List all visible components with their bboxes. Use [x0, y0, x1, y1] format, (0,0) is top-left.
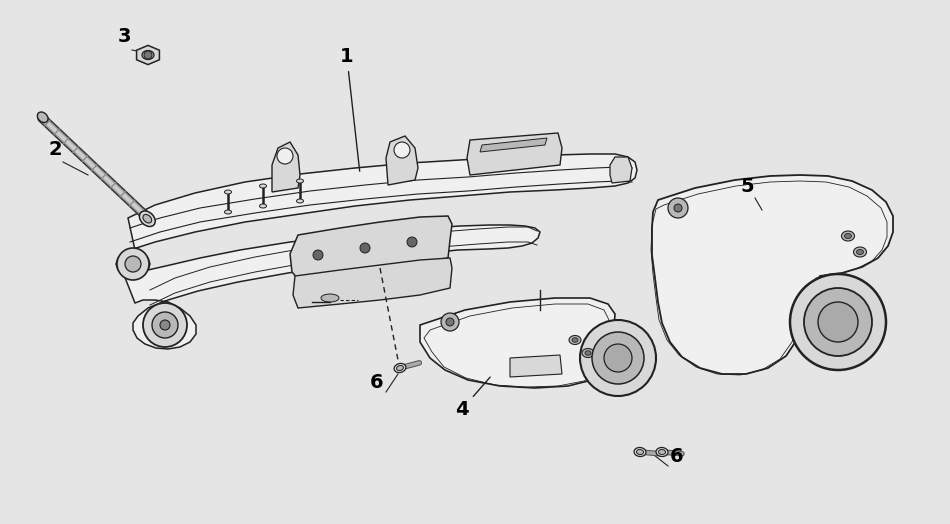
- Ellipse shape: [259, 204, 267, 208]
- Circle shape: [441, 313, 459, 331]
- Circle shape: [818, 302, 858, 342]
- Circle shape: [125, 256, 141, 272]
- Ellipse shape: [296, 199, 303, 203]
- Circle shape: [407, 237, 417, 247]
- Circle shape: [804, 288, 872, 356]
- Ellipse shape: [582, 348, 594, 357]
- Ellipse shape: [845, 234, 851, 238]
- Ellipse shape: [140, 211, 155, 226]
- Ellipse shape: [656, 447, 668, 456]
- Polygon shape: [510, 355, 562, 377]
- Circle shape: [580, 320, 656, 396]
- Ellipse shape: [636, 450, 643, 454]
- Ellipse shape: [585, 351, 591, 355]
- Circle shape: [360, 243, 370, 253]
- Ellipse shape: [224, 190, 232, 194]
- Circle shape: [117, 248, 149, 280]
- Circle shape: [446, 318, 454, 326]
- Polygon shape: [137, 46, 160, 64]
- Polygon shape: [610, 157, 632, 183]
- Circle shape: [152, 312, 178, 338]
- Circle shape: [790, 274, 886, 370]
- Polygon shape: [480, 138, 547, 152]
- Circle shape: [592, 332, 644, 384]
- Text: 1: 1: [340, 47, 360, 171]
- Text: 2: 2: [48, 140, 62, 159]
- Ellipse shape: [857, 249, 864, 255]
- Ellipse shape: [37, 112, 48, 123]
- Circle shape: [674, 204, 682, 212]
- Polygon shape: [386, 136, 418, 185]
- Ellipse shape: [396, 365, 404, 370]
- Ellipse shape: [394, 363, 406, 373]
- Polygon shape: [293, 258, 452, 308]
- Polygon shape: [467, 133, 562, 175]
- Circle shape: [394, 142, 410, 158]
- Polygon shape: [116, 154, 637, 276]
- Ellipse shape: [142, 50, 154, 60]
- Ellipse shape: [259, 184, 267, 188]
- Text: 6: 6: [670, 447, 684, 466]
- Circle shape: [604, 344, 632, 372]
- Circle shape: [144, 51, 152, 59]
- Circle shape: [313, 250, 323, 260]
- Polygon shape: [290, 216, 452, 279]
- Circle shape: [160, 320, 170, 330]
- Ellipse shape: [634, 447, 646, 456]
- Polygon shape: [122, 225, 540, 349]
- Text: 3: 3: [118, 27, 131, 46]
- Polygon shape: [420, 298, 615, 388]
- Ellipse shape: [142, 214, 152, 223]
- Circle shape: [277, 148, 293, 164]
- Ellipse shape: [569, 335, 581, 344]
- Polygon shape: [652, 175, 893, 374]
- Ellipse shape: [842, 231, 854, 241]
- Circle shape: [143, 303, 187, 347]
- Ellipse shape: [658, 450, 666, 454]
- Ellipse shape: [321, 294, 339, 302]
- Circle shape: [668, 198, 688, 218]
- Ellipse shape: [853, 247, 866, 257]
- Ellipse shape: [296, 179, 303, 183]
- Text: 6: 6: [370, 373, 384, 392]
- Ellipse shape: [572, 338, 578, 342]
- Ellipse shape: [224, 210, 232, 214]
- Text: 4: 4: [455, 377, 490, 419]
- Text: 5: 5: [740, 177, 753, 196]
- Polygon shape: [272, 142, 300, 192]
